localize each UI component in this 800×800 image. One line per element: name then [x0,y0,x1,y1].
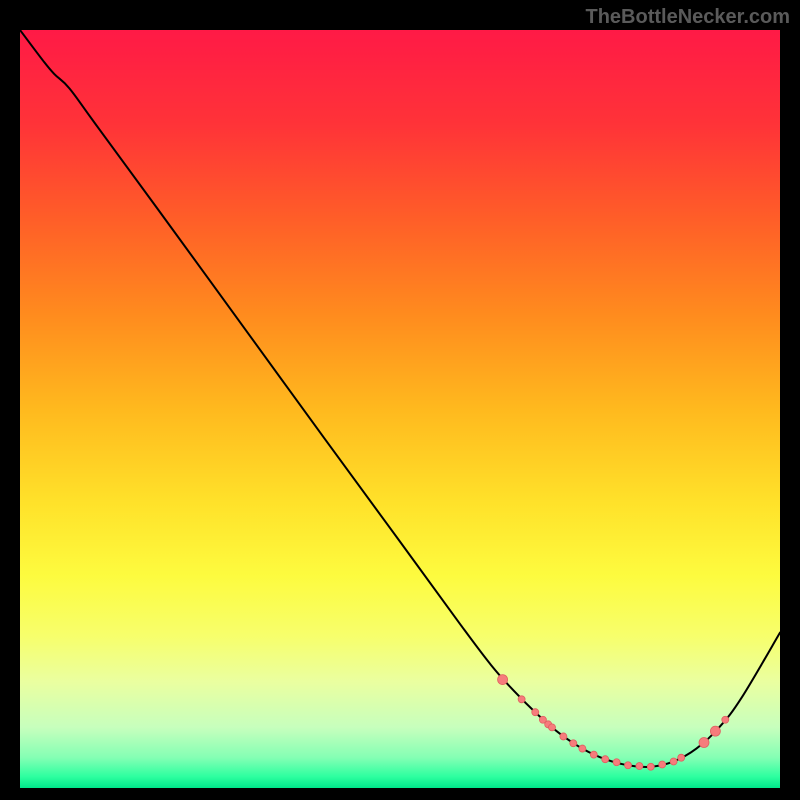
marker-point [498,675,508,685]
marker-point [670,758,677,765]
marker-point [532,709,539,716]
plot-svg [20,30,780,788]
marker-point [602,756,609,763]
marker-point [549,724,556,731]
marker-point [570,740,577,747]
marker-point [560,733,567,740]
marker-point [590,751,597,758]
marker-point [647,763,654,770]
marker-point [518,696,525,703]
marker-point [678,754,685,761]
watermark-text: TheBottleNecker.com [585,6,790,29]
marker-point [579,745,586,752]
marker-point [699,738,709,748]
gradient-background [20,30,780,788]
marker-point [613,759,620,766]
marker-point [710,726,720,736]
marker-point [636,763,643,770]
marker-point [625,762,632,769]
plot-area [20,30,780,788]
marker-point [659,761,666,768]
chart-container: TheBottleNecker.com [0,0,800,800]
marker-point [722,716,729,723]
